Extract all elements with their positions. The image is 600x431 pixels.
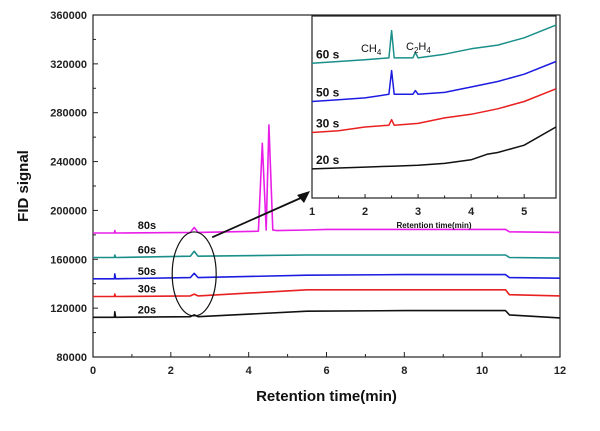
series-line-50s xyxy=(93,272,561,280)
inset-series-line-20-s xyxy=(311,126,557,170)
y-tick-label: 120000 xyxy=(50,303,87,315)
x-axis-title: Retention time(min) xyxy=(256,388,397,405)
inset-callout xyxy=(171,191,310,317)
y-axis-title: FID signal xyxy=(15,150,32,222)
x-tick-label: 4 xyxy=(246,365,253,377)
callout-arrow-head xyxy=(297,191,310,203)
inset-series-label-50-s: 50 s xyxy=(316,86,340,100)
inset-x-tick-label: 5 xyxy=(521,206,527,218)
inset-x-axis-title: Retention time(min) xyxy=(396,221,471,230)
series-label-60s: 60s xyxy=(138,244,156,256)
inset-x-tick-label: 1 xyxy=(309,206,315,218)
y-tick-label: 280000 xyxy=(50,108,87,120)
inset-frame xyxy=(311,15,557,199)
inset-series-label-60-s: 60 s xyxy=(316,47,340,61)
peak-label-ch4: CH4 xyxy=(361,43,382,57)
inset-series-line-60-s xyxy=(311,24,557,65)
series-line-60s xyxy=(93,250,561,259)
series-line-30s xyxy=(93,288,561,298)
callout-arrow-line xyxy=(211,196,304,239)
inset-x-tick-label: 3 xyxy=(415,206,421,218)
inset-x-tick-label: 2 xyxy=(362,206,368,218)
inset-plot: 1 2 3 4 5 Retention time(min) 60 s 50 s 30 s 20 s… xyxy=(309,15,557,230)
y-tick-label: 160000 xyxy=(50,254,87,266)
x-tick-label: 2 xyxy=(168,365,174,377)
x-tick-label: 0 xyxy=(90,365,96,377)
inset-series-label-30-s: 30 s xyxy=(316,116,340,130)
series-label-20s: 20s xyxy=(138,304,156,316)
series-label-50s: 50s xyxy=(138,266,156,278)
x-tick-label: 8 xyxy=(401,365,407,377)
inset-x-tick-label: 4 xyxy=(468,206,475,218)
peak-label-c2h4: C2H4 xyxy=(406,41,431,55)
inset-series-line-30-s xyxy=(311,88,557,134)
series-label-80s: 80s xyxy=(138,220,156,232)
y-tick-label: 320000 xyxy=(50,59,87,71)
main-plot: 80000 120000 160000 200000 240000 280000 32000… xyxy=(15,10,566,405)
series-line-80s xyxy=(93,124,561,234)
inset-series-label-20-s: 20 s xyxy=(316,153,340,167)
x-tick-label: 10 xyxy=(476,365,488,377)
highlight-ellipse xyxy=(171,231,217,317)
y-tick-label: 360000 xyxy=(50,10,87,22)
series-line-20s xyxy=(93,309,561,319)
inset-series-line-50-s xyxy=(311,60,557,103)
y-tick-label: 80000 xyxy=(56,352,87,364)
series-label-30s: 30s xyxy=(138,284,156,296)
y-tick-label: 240000 xyxy=(50,157,87,169)
x-tick-label: 6 xyxy=(323,365,329,377)
y-tick-label: 200000 xyxy=(50,205,87,217)
x-tick-label: 12 xyxy=(554,365,566,377)
